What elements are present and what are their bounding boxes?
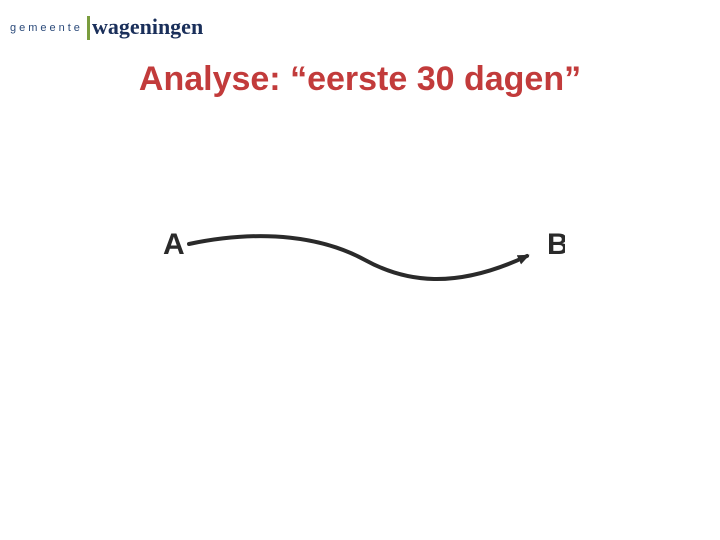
org-logo: gemeente wageningen [10, 14, 203, 42]
logo-main-wrap: wageningen [87, 14, 203, 42]
slide: gemeente wageningen Analyse: “eerste 30 … [0, 0, 720, 540]
logo-accent-bar [87, 16, 90, 40]
page-title: Analyse: “eerste 30 dagen” [0, 60, 720, 99]
logo-main-text: wageningen [92, 14, 203, 39]
logo-prefix-text: gemeente [10, 22, 83, 34]
diagram-svg: A B [155, 210, 565, 330]
node-a-label: A [163, 228, 185, 261]
edge-a-to-b [189, 236, 527, 279]
ab-arrow-diagram: A B [155, 210, 565, 330]
node-b-label: B [547, 228, 565, 261]
